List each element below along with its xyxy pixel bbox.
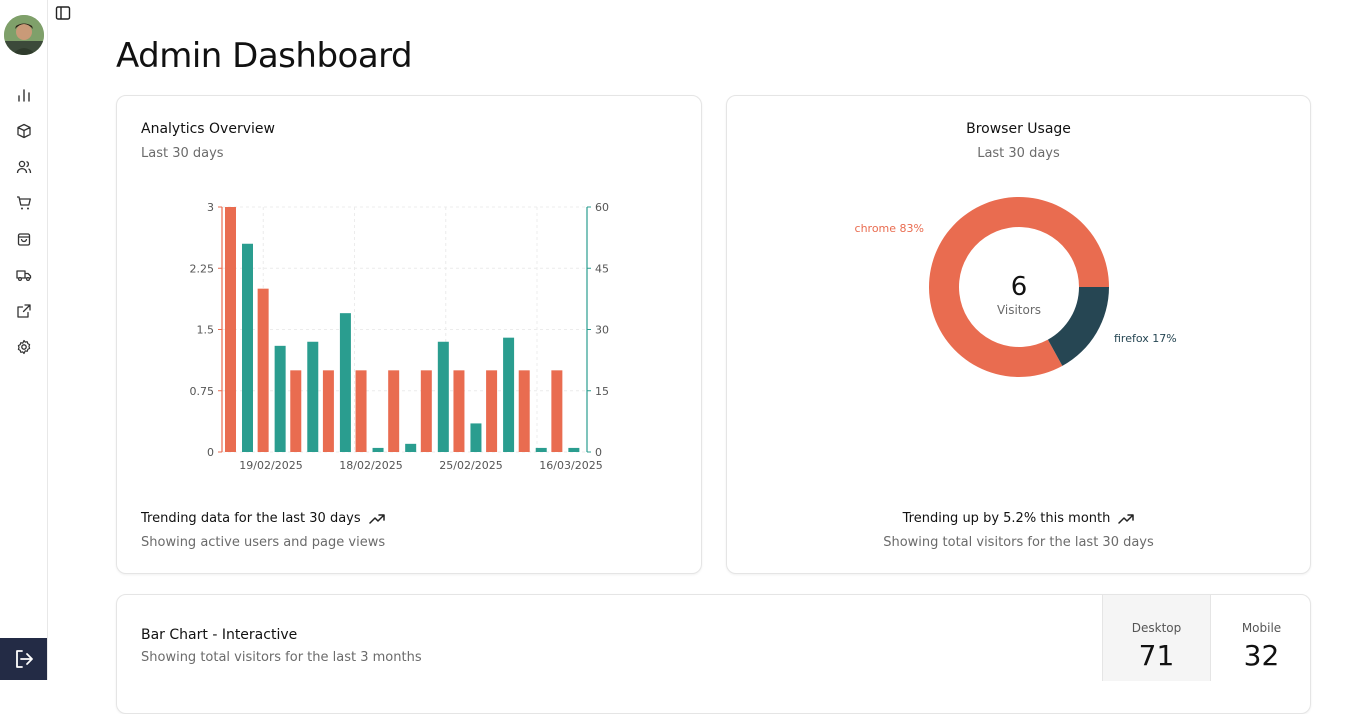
x-tick-label: 25/02/2025 xyxy=(439,459,502,472)
cart-icon xyxy=(17,196,31,210)
bar-page-views xyxy=(503,337,515,452)
mobile-stat-button[interactable]: Mobile 32 xyxy=(1210,595,1310,681)
pie-label-firefox: firefox 17% xyxy=(1114,332,1177,345)
right-tick-label: 15 xyxy=(595,385,609,398)
bar-chart-icon xyxy=(18,89,30,102)
browser-footer-text: Trending up by 5.2% this month xyxy=(902,511,1111,526)
sidebar-item-analytics[interactable] xyxy=(14,85,34,105)
interactive-title: Bar Chart - Interactive xyxy=(141,627,298,643)
sidebar-item-orders[interactable] xyxy=(14,229,34,249)
right-tick-label: 45 xyxy=(595,262,609,275)
x-tick-label: 18/02/2025 xyxy=(339,459,402,472)
bar-active-users xyxy=(453,370,465,452)
interactive-subtitle: Showing total visitors for the last 3 mo… xyxy=(141,650,422,665)
bar-active-users xyxy=(322,370,334,452)
desktop-stat-button[interactable]: Desktop 71 xyxy=(1102,595,1210,681)
sidebar-item-settings[interactable] xyxy=(14,337,34,357)
analytics-footer-main: Trending data for the last 30 days xyxy=(141,511,385,526)
bar-page-views xyxy=(535,447,547,452)
users-icon xyxy=(16,160,32,174)
x-tick-label: 19/02/2025 xyxy=(239,459,302,472)
bar-page-views xyxy=(405,443,417,452)
bar-active-users xyxy=(355,370,367,452)
analytics-footer-sub: Showing active users and page views xyxy=(141,535,386,550)
user-avatar[interactable] xyxy=(4,15,44,55)
browser-subtitle: Last 30 days xyxy=(977,146,1060,161)
browser-footer-row: Trending up by 5.2% this month xyxy=(727,511,1310,526)
analytics-footer-text: Trending data for the last 30 days xyxy=(141,511,361,526)
pie-slice-chrome xyxy=(929,197,1109,378)
bar-active-users xyxy=(257,288,269,452)
sidebar-item-products[interactable] xyxy=(14,121,34,141)
truck-icon xyxy=(16,270,32,282)
browser-title: Browser Usage xyxy=(966,121,1071,137)
sidebar-item-users[interactable] xyxy=(14,157,34,177)
bar-active-users xyxy=(518,370,530,452)
sidebar-toggle-button[interactable] xyxy=(54,4,72,22)
gear-icon xyxy=(17,339,31,355)
left-tick-label: 0.75 xyxy=(190,385,215,398)
trending-up-icon xyxy=(1118,513,1135,524)
bar-page-views xyxy=(242,243,253,452)
bar-active-users xyxy=(486,370,498,452)
sidebar xyxy=(0,0,48,680)
bar-page-views xyxy=(339,313,351,452)
bar-active-users xyxy=(551,370,563,452)
sidebar-item-cart[interactable] xyxy=(14,193,34,213)
trending-up-icon xyxy=(368,513,385,524)
bar-page-views xyxy=(372,447,384,452)
desktop-stat-value: 71 xyxy=(1138,639,1175,672)
bar-page-views xyxy=(568,447,580,452)
bar-page-views xyxy=(307,341,319,452)
desktop-stat-label: Desktop xyxy=(1131,621,1182,635)
external-link-icon xyxy=(17,304,31,318)
browser-card: Browser Usage Last 30 days 6 Visitors chro… xyxy=(726,95,1311,574)
analytics-card: Analytics Overview Last 30 days 0 0.75 1.5… xyxy=(116,95,702,574)
bar-page-views xyxy=(470,423,482,452)
browser-footer-main: Trending up by 5.2% this month xyxy=(903,511,1135,526)
shopping-bag-icon xyxy=(17,233,31,246)
interactive-chart-card: Bar Chart - Interactive Showing total vi… xyxy=(116,594,1311,714)
left-tick-label: 1.5 xyxy=(197,324,215,337)
pie-center-value: 6 xyxy=(1011,272,1028,302)
logout-icon xyxy=(15,650,33,668)
bar-active-users xyxy=(420,370,432,452)
sidebar-item-external[interactable] xyxy=(14,301,34,321)
analytics-subtitle: Last 30 days xyxy=(141,146,224,161)
pie-center-label: Visitors xyxy=(997,303,1041,317)
right-tick-label: 60 xyxy=(595,201,609,214)
right-tick-label: 0 xyxy=(595,446,602,459)
pie-label-chrome: chrome 83% xyxy=(855,222,924,235)
mobile-stat-value: 32 xyxy=(1243,639,1280,672)
x-tick-label: 16/03/2025 xyxy=(539,459,602,472)
package-icon xyxy=(17,123,31,139)
browser-footer-sub: Showing total visitors for the last 30 d… xyxy=(883,535,1154,550)
left-tick-label: 2.25 xyxy=(190,262,215,275)
bar-active-users xyxy=(290,370,302,452)
analytics-title: Analytics Overview xyxy=(141,121,275,137)
bar-page-views xyxy=(437,341,449,452)
bar-active-users xyxy=(388,370,400,452)
right-tick-label: 30 xyxy=(595,324,609,337)
mobile-stat-label: Mobile xyxy=(1241,621,1282,635)
page-title: Admin Dashboard xyxy=(116,36,413,76)
bar-page-views xyxy=(274,345,286,452)
left-tick-label: 0 xyxy=(207,446,214,459)
left-tick-label: 3 xyxy=(207,201,214,214)
sidebar-item-shipping[interactable] xyxy=(14,265,34,285)
pie-slice-firefox xyxy=(1047,287,1109,366)
bar-active-users xyxy=(225,207,236,452)
sidebar-toggle-icon xyxy=(55,6,71,20)
logout-button[interactable] xyxy=(0,638,47,680)
